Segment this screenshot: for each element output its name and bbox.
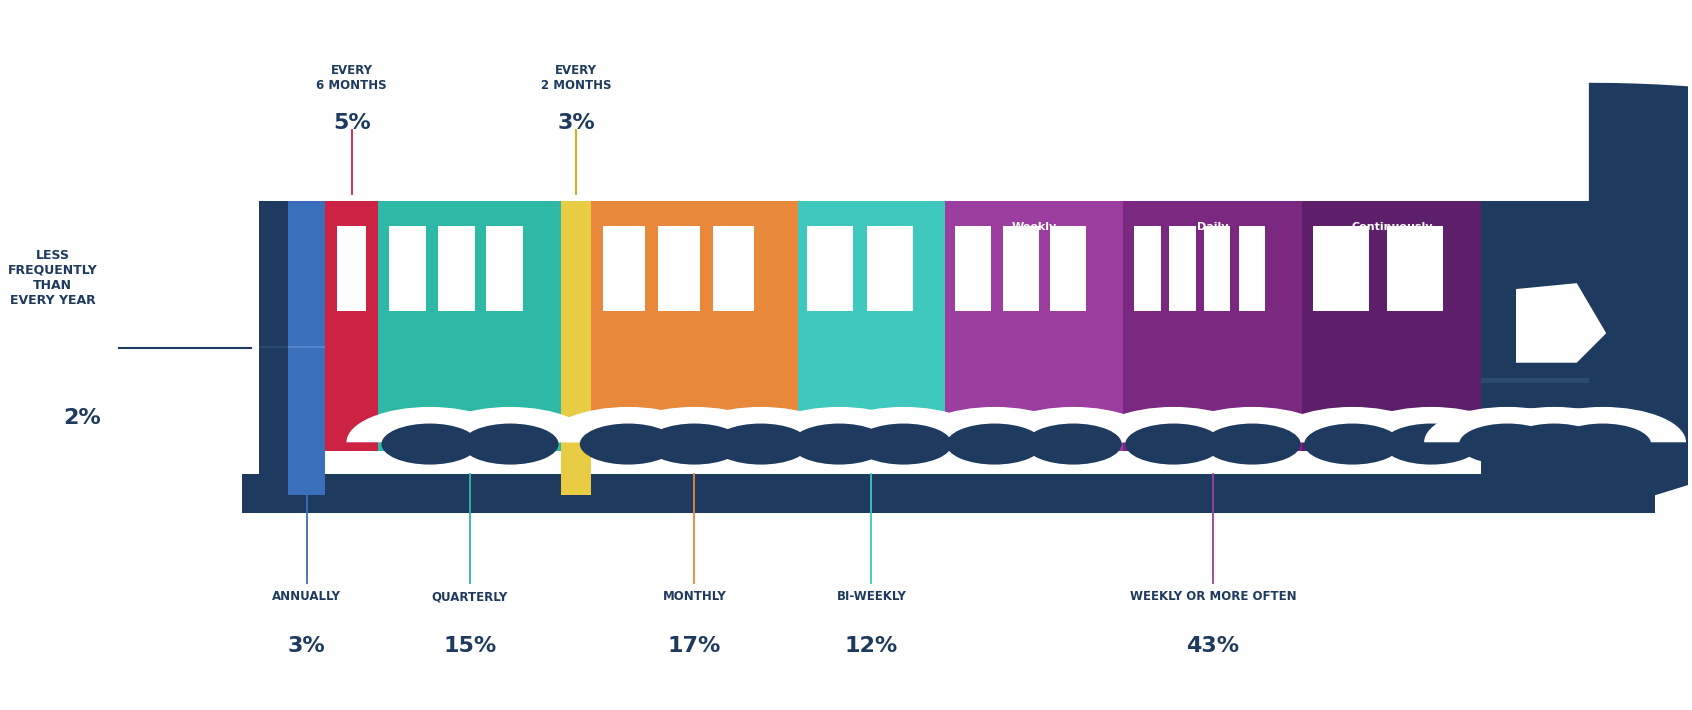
Text: ANNUALLY: ANNUALLY bbox=[272, 590, 342, 603]
Circle shape bbox=[646, 424, 743, 464]
Wedge shape bbox=[611, 407, 778, 442]
Bar bbox=[1203, 226, 1230, 311]
Circle shape bbox=[790, 424, 887, 464]
Bar bbox=[956, 226, 992, 311]
Text: LESS
FREQUENTLY
THAN
EVERY YEAR: LESS FREQUENTLY THAN EVERY YEAR bbox=[7, 248, 98, 307]
Wedge shape bbox=[912, 407, 1078, 442]
Text: 12%: 12% bbox=[844, 635, 898, 655]
Circle shape bbox=[580, 424, 677, 464]
Bar bbox=[337, 226, 365, 311]
Text: 2%: 2% bbox=[63, 408, 102, 428]
Bar bbox=[1480, 201, 1589, 496]
Bar bbox=[438, 226, 474, 311]
Bar bbox=[379, 342, 562, 451]
Bar bbox=[1134, 226, 1161, 311]
Bar bbox=[1303, 342, 1480, 451]
Wedge shape bbox=[347, 407, 513, 442]
Bar bbox=[807, 226, 853, 311]
Wedge shape bbox=[1349, 407, 1514, 442]
Bar bbox=[1169, 226, 1196, 311]
Circle shape bbox=[712, 424, 809, 464]
Wedge shape bbox=[821, 407, 986, 442]
Bar bbox=[259, 201, 288, 496]
Bar bbox=[604, 226, 645, 311]
Bar bbox=[712, 226, 755, 311]
Text: EVERY
6 MONTHS: EVERY 6 MONTHS bbox=[316, 64, 387, 92]
Bar bbox=[591, 342, 799, 451]
Wedge shape bbox=[1425, 407, 1590, 442]
Bar bbox=[562, 201, 591, 496]
Bar bbox=[288, 201, 325, 496]
Bar bbox=[1239, 226, 1266, 311]
Circle shape bbox=[1506, 424, 1602, 464]
Bar bbox=[591, 201, 799, 342]
Text: QUARTERLY: QUARTERLY bbox=[431, 590, 508, 603]
Polygon shape bbox=[1589, 83, 1692, 496]
Bar bbox=[1303, 201, 1480, 342]
Circle shape bbox=[1382, 424, 1479, 464]
Text: MONTHLY: MONTHLY bbox=[663, 590, 726, 603]
Circle shape bbox=[1025, 424, 1122, 464]
Wedge shape bbox=[1519, 407, 1685, 442]
Wedge shape bbox=[1269, 407, 1437, 442]
Circle shape bbox=[462, 424, 558, 464]
Bar bbox=[1123, 342, 1303, 451]
Wedge shape bbox=[990, 407, 1157, 442]
Polygon shape bbox=[1516, 283, 1606, 363]
Text: Continuously: Continuously bbox=[1352, 222, 1433, 232]
Text: 3%: 3% bbox=[557, 113, 596, 133]
Text: EVERY
2 MONTHS: EVERY 2 MONTHS bbox=[541, 64, 611, 92]
Bar bbox=[242, 474, 1655, 513]
Text: WEEKLY OR MORE OFTEN: WEEKLY OR MORE OFTEN bbox=[1130, 590, 1296, 603]
Text: 3%: 3% bbox=[288, 635, 325, 655]
Text: Weekly: Weekly bbox=[1012, 222, 1056, 232]
Bar bbox=[379, 201, 562, 342]
Bar bbox=[944, 342, 1123, 451]
Circle shape bbox=[1305, 424, 1401, 464]
Circle shape bbox=[381, 424, 479, 464]
Bar bbox=[486, 226, 523, 311]
Bar bbox=[799, 201, 944, 342]
Bar bbox=[866, 226, 914, 311]
Bar bbox=[1480, 378, 1589, 383]
Bar bbox=[288, 346, 325, 348]
Text: BI-WEEKLY: BI-WEEKLY bbox=[836, 590, 907, 603]
Text: 15%: 15% bbox=[443, 635, 497, 655]
Text: Daily: Daily bbox=[1198, 222, 1228, 232]
Bar bbox=[325, 342, 379, 451]
Wedge shape bbox=[426, 407, 594, 442]
Text: 5%: 5% bbox=[333, 113, 371, 133]
Wedge shape bbox=[756, 407, 922, 442]
Circle shape bbox=[854, 424, 953, 464]
Bar bbox=[389, 226, 426, 311]
Wedge shape bbox=[545, 407, 711, 442]
Bar bbox=[1003, 226, 1039, 311]
Bar bbox=[1049, 226, 1086, 311]
Circle shape bbox=[1125, 424, 1222, 464]
Bar bbox=[944, 201, 1123, 342]
Wedge shape bbox=[677, 407, 844, 442]
Circle shape bbox=[1555, 424, 1651, 464]
Bar bbox=[658, 226, 700, 311]
Bar bbox=[259, 346, 288, 348]
Bar bbox=[325, 201, 379, 342]
Wedge shape bbox=[1169, 407, 1335, 442]
Wedge shape bbox=[1090, 407, 1257, 442]
Circle shape bbox=[1205, 424, 1301, 464]
Bar bbox=[1123, 201, 1303, 342]
Bar bbox=[1387, 226, 1443, 311]
Circle shape bbox=[946, 424, 1042, 464]
Bar bbox=[799, 342, 944, 451]
Circle shape bbox=[1459, 424, 1555, 464]
Text: 17%: 17% bbox=[668, 635, 721, 655]
Wedge shape bbox=[1470, 407, 1638, 442]
Text: 43%: 43% bbox=[1186, 635, 1240, 655]
Bar bbox=[1313, 226, 1369, 311]
